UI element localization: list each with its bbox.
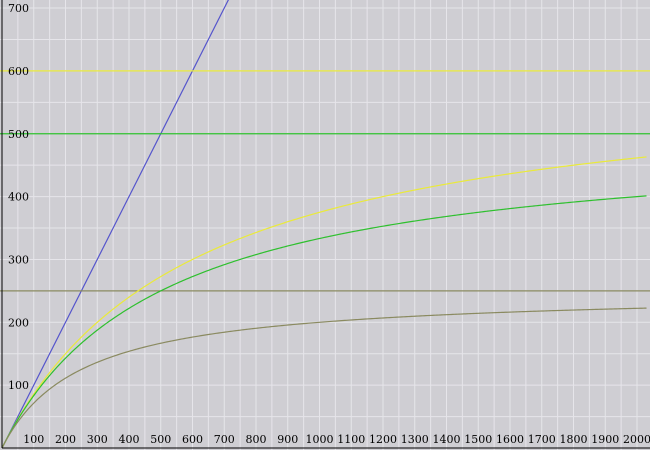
x-tick-label: 1100 — [337, 433, 365, 446]
x-tick-label: 1400 — [433, 433, 461, 446]
x-tick-label: 100 — [23, 433, 44, 446]
x-tick-label: 1300 — [401, 433, 429, 446]
x-tick-label: 300 — [87, 433, 108, 446]
x-tick-label: 400 — [119, 433, 140, 446]
y-tick-label: 600 — [8, 65, 29, 78]
series-line-6 — [1, 195, 647, 449]
y-tick-label: 300 — [8, 253, 29, 266]
series-line-7 — [1, 307, 647, 449]
x-tick-label: 1200 — [369, 433, 397, 446]
x-tick-label: 900 — [277, 433, 298, 446]
series-line-5 — [1, 156, 647, 449]
x-tick-label: 1000 — [306, 433, 334, 446]
y-tick-label: 200 — [8, 316, 29, 329]
y-tick-label: 400 — [8, 191, 29, 204]
x-tick-label: 500 — [150, 433, 171, 446]
y-tick-label: 700 — [8, 2, 29, 15]
x-tick-label: 1600 — [496, 433, 524, 446]
x-tick-label: 1700 — [528, 433, 556, 446]
x-tick-label: 200 — [55, 433, 76, 446]
x-tick-label: 600 — [182, 433, 203, 446]
x-tick-label: 800 — [246, 433, 267, 446]
x-tick-label: 700 — [214, 433, 235, 446]
y-tick-label: 100 — [8, 379, 29, 392]
series-line-1 — [1, 0, 229, 449]
tick-labels: 100 200 300 400 500 600 700 100 200 300 400 500 600 7… — [8, 2, 650, 446]
x-tick-label: 1500 — [464, 433, 492, 446]
y-tick-label: 500 — [8, 128, 29, 141]
x-tick-label: 1900 — [591, 433, 619, 446]
x-tick-label: 2000 — [623, 433, 650, 446]
x-tick-label: 1800 — [560, 433, 588, 446]
